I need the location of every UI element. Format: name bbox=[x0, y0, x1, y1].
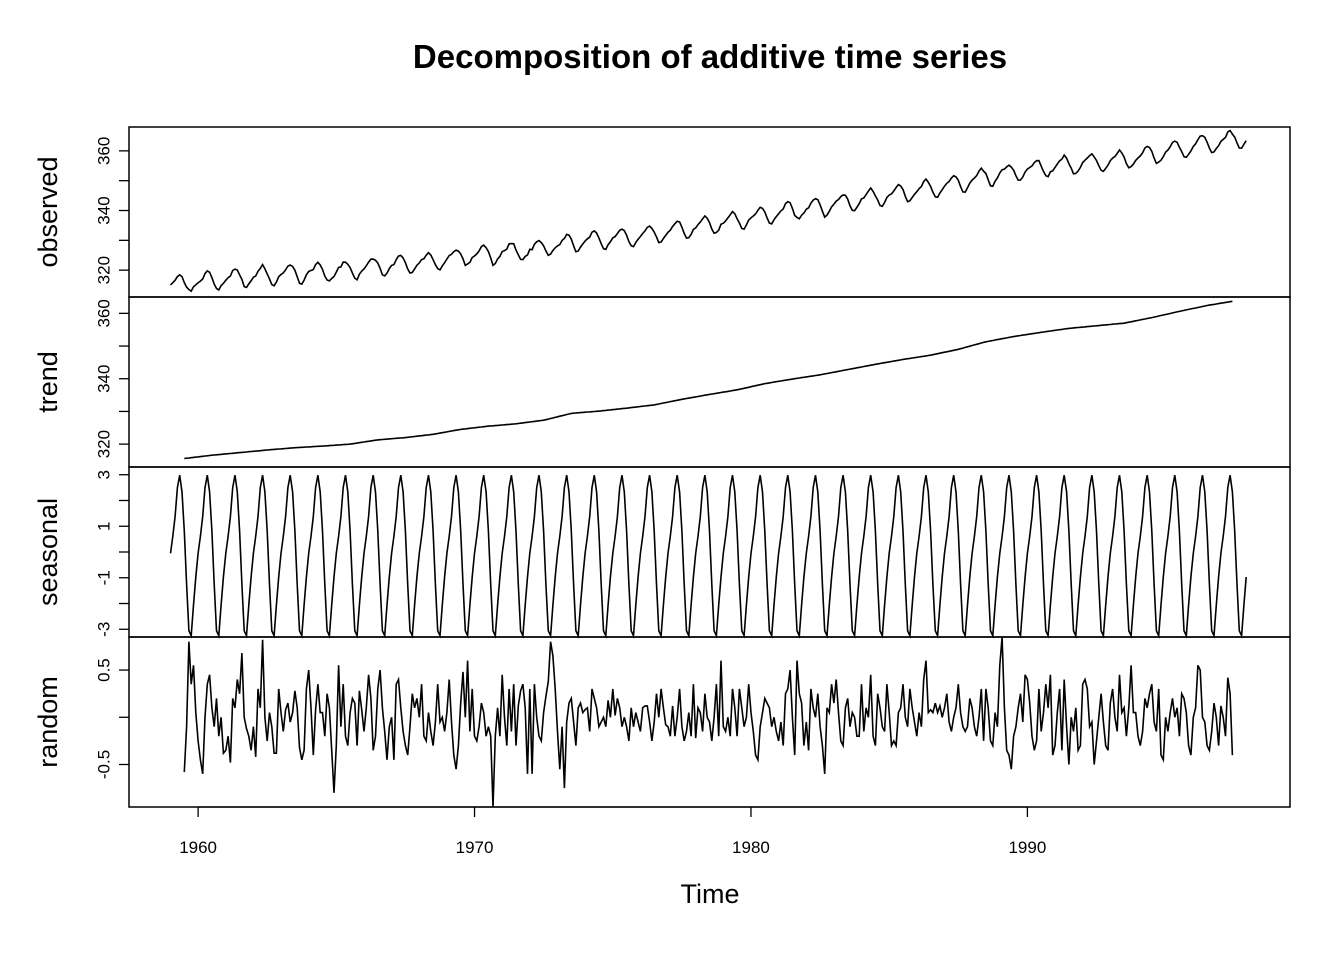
random-line bbox=[183, 636, 1234, 808]
panel-trend: 320 340 360 trend bbox=[33, 296, 1291, 468]
x-tick-label: 1990 bbox=[1008, 838, 1046, 857]
panel-observed: 320 340 360 observed bbox=[33, 126, 1291, 298]
x-tick-label: 1970 bbox=[456, 838, 494, 857]
seasonal-y-tick-label: 1 bbox=[95, 522, 114, 531]
chart-title: Decomposition of additive time series bbox=[413, 38, 1007, 75]
trend-y-axis-label: trend bbox=[33, 351, 63, 413]
panels: 320 340 360 observed 320 340 360 trend -3 -1 1 3 sea… bbox=[33, 126, 1291, 808]
trend-y-tick-label: 340 bbox=[95, 365, 114, 393]
seasonal-y-tick-label: -3 bbox=[95, 622, 114, 637]
seasonal-line bbox=[169, 475, 1247, 639]
seasonal-y-axis-label: seasonal bbox=[33, 498, 63, 606]
random-y-axis-label: random bbox=[33, 676, 63, 768]
panel-seasonal: -3 -1 1 3 seasonal bbox=[33, 466, 1291, 639]
seasonal-y-tick-label: 3 bbox=[95, 470, 114, 479]
trend-line bbox=[184, 300, 1233, 460]
random-y-tick-label: 0.5 bbox=[95, 658, 114, 682]
observed-y-tick-label: 340 bbox=[95, 196, 114, 224]
x-axis-label: Time bbox=[681, 879, 740, 909]
observed-panel-frame bbox=[128, 126, 1291, 298]
x-axis: 1960 1970 1980 1990 bbox=[179, 806, 1046, 857]
random-y-tick-label: -0.5 bbox=[95, 750, 114, 779]
observed-line bbox=[169, 129, 1247, 293]
panel-random: -0.5 0.5 random bbox=[33, 636, 1291, 808]
x-tick-label: 1960 bbox=[179, 838, 217, 857]
observed-y-axis-label: observed bbox=[33, 156, 63, 267]
observed-y-tick-label: 360 bbox=[95, 137, 114, 165]
seasonal-y-tick-label: -1 bbox=[95, 570, 114, 585]
x-tick-label: 1980 bbox=[732, 838, 770, 857]
trend-y-tick-label: 360 bbox=[95, 299, 114, 327]
observed-y-tick-label: 320 bbox=[95, 256, 114, 284]
trend-y-tick-label: 320 bbox=[95, 430, 114, 458]
trend-panel-frame bbox=[128, 296, 1291, 468]
